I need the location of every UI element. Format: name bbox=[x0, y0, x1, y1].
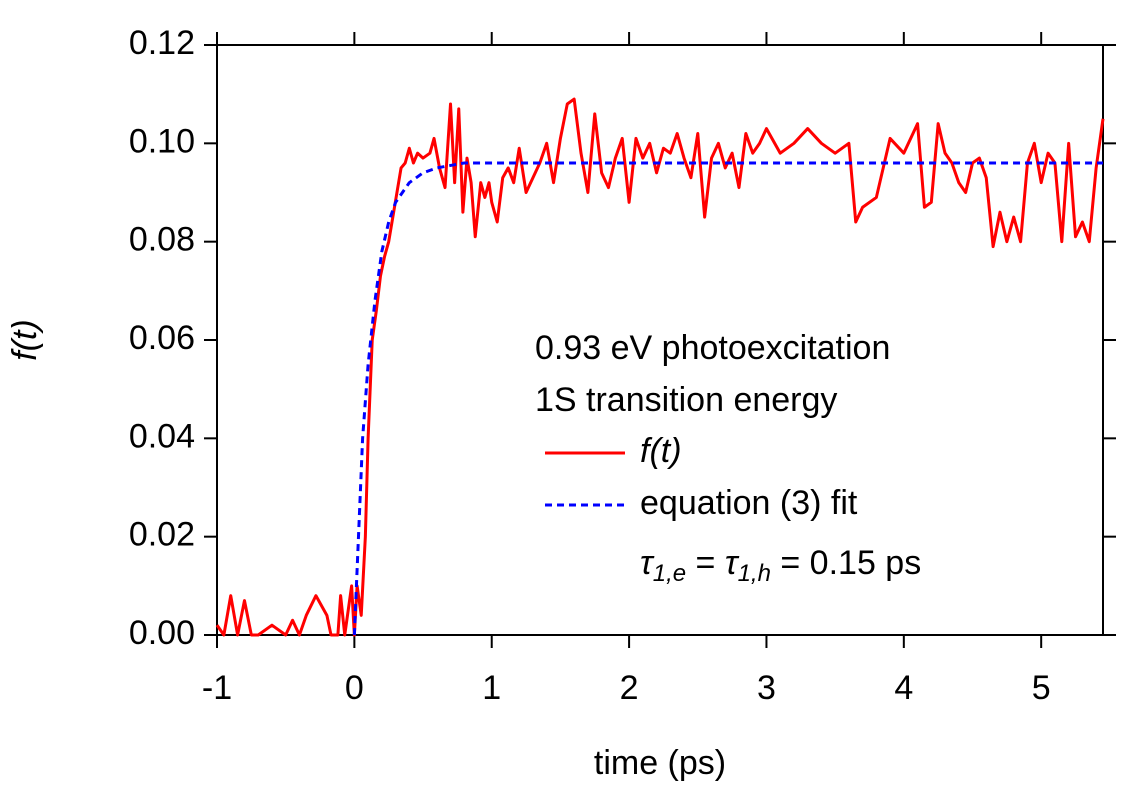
fit-note-part: 1,h bbox=[738, 560, 771, 587]
fit-note-part: τ bbox=[725, 544, 740, 582]
fit-note-part: τ bbox=[640, 544, 655, 582]
y-tick-label: 0.02 bbox=[129, 516, 195, 554]
x-tick-label: 3 bbox=[757, 669, 776, 707]
y-axis-label: f(t) bbox=[6, 319, 44, 361]
legend-label: f(t) bbox=[640, 432, 682, 470]
x-tick-label: 2 bbox=[620, 669, 639, 707]
x-tick-label: 0 bbox=[345, 669, 364, 707]
x-tick-label: 4 bbox=[894, 669, 913, 707]
annotation: 1S transition energy bbox=[535, 381, 837, 419]
fit-note-part: = 0.15 ps bbox=[771, 544, 921, 582]
fit-note-part: = bbox=[686, 544, 725, 582]
series-line bbox=[215, 97, 1105, 637]
legend-label: equation (3) fit bbox=[640, 484, 858, 522]
x-tick-label: 5 bbox=[1032, 669, 1051, 707]
y-tick-label: 0.04 bbox=[129, 417, 195, 455]
y-tick-label: 0.00 bbox=[129, 614, 195, 652]
x-tick-label: 1 bbox=[482, 669, 501, 707]
annotation: 0.93 eV photoexcitation bbox=[535, 329, 890, 367]
y-tick-label: 0.12 bbox=[129, 24, 195, 62]
fit-note-part: 1,e bbox=[653, 560, 686, 587]
y-tick-label: 0.06 bbox=[129, 319, 195, 357]
y-tick-label: 0.08 bbox=[129, 221, 195, 259]
y-tick-label: 0.10 bbox=[129, 122, 195, 160]
x-tick-label: -1 bbox=[202, 669, 232, 707]
x-axis-label: time (ps) bbox=[594, 744, 726, 782]
fit-note: τ1,e = τ1,h = 0.15 ps bbox=[640, 544, 921, 587]
series-line bbox=[352, 161, 1103, 636]
